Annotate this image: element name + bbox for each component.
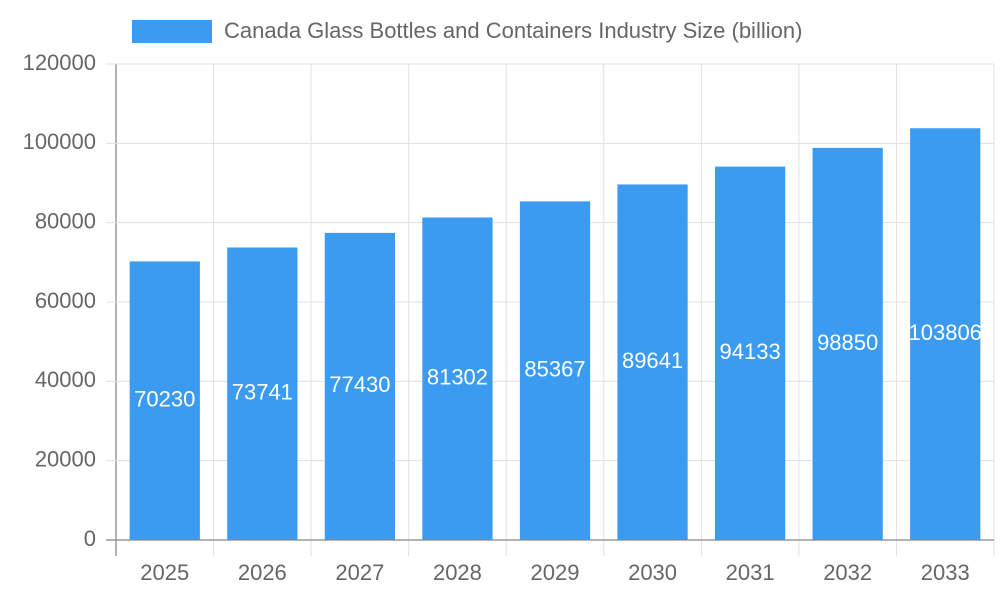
y-tick-label: 100000 (23, 129, 96, 154)
bar (812, 147, 883, 540)
y-tick-label: 20000 (35, 446, 96, 471)
y-tick-label: 60000 (35, 288, 96, 313)
value-label: 98850 (817, 330, 878, 355)
bar (617, 184, 688, 541)
value-label: 73741 (232, 380, 293, 405)
y-tick-label: 40000 (35, 367, 96, 392)
bar (519, 201, 591, 540)
x-tick-label: 2029 (531, 560, 580, 585)
x-tick-label: 2027 (335, 560, 384, 585)
x-tick-label: 2028 (433, 560, 482, 585)
value-label: 103806 (909, 320, 982, 345)
x-tick-label: 2031 (726, 560, 775, 585)
value-label: 70230 (134, 387, 195, 412)
bar (324, 232, 396, 540)
x-tick-label: 2025 (140, 560, 189, 585)
x-tick-label: 2030 (628, 560, 677, 585)
bar (910, 128, 981, 540)
value-label: 94133 (720, 339, 781, 364)
bar (422, 217, 493, 540)
legend-label: Canada Glass Bottles and Containers Indu… (224, 18, 802, 43)
bar (714, 166, 786, 540)
value-label: 85367 (524, 357, 585, 382)
legend-swatch (132, 20, 212, 43)
value-label: 77430 (329, 372, 390, 397)
value-label: 81302 (427, 365, 488, 390)
x-tick-label: 2026 (238, 560, 287, 585)
x-tick-label: 2033 (921, 560, 970, 585)
bar (129, 261, 200, 540)
y-tick-label: 0 (84, 526, 96, 551)
x-tick-label: 2032 (823, 560, 872, 585)
y-tick-label: 120000 (23, 50, 96, 75)
y-tick-label: 80000 (35, 208, 96, 233)
value-label: 89641 (622, 348, 683, 373)
bar (227, 247, 298, 541)
